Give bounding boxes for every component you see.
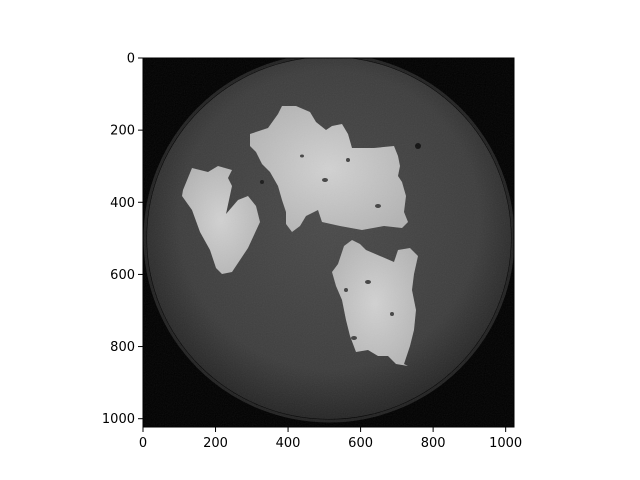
x-tick-label: 800	[421, 436, 446, 451]
microscopy-image	[143, 58, 514, 427]
axes-frame	[142, 57, 515, 428]
noise-overlay	[143, 58, 514, 427]
y-tick-label: 800	[110, 340, 135, 355]
y-tick-label: 400	[110, 196, 135, 211]
y-tick-label: 200	[110, 124, 135, 139]
x-tick-label: 1000	[489, 436, 522, 451]
x-tick-label: 400	[276, 436, 301, 451]
y-tick-label: 600	[110, 268, 135, 283]
y-tick-label: 1000	[102, 412, 135, 427]
y-axis: 0 200 400 600 800 1000	[102, 52, 143, 427]
x-axis: 0 200 400 600 800 1000	[139, 427, 522, 451]
x-tick-label: 0	[139, 436, 147, 451]
x-tick-label: 600	[348, 436, 373, 451]
x-tick-label: 200	[203, 436, 228, 451]
y-tick-label: 0	[127, 52, 135, 67]
